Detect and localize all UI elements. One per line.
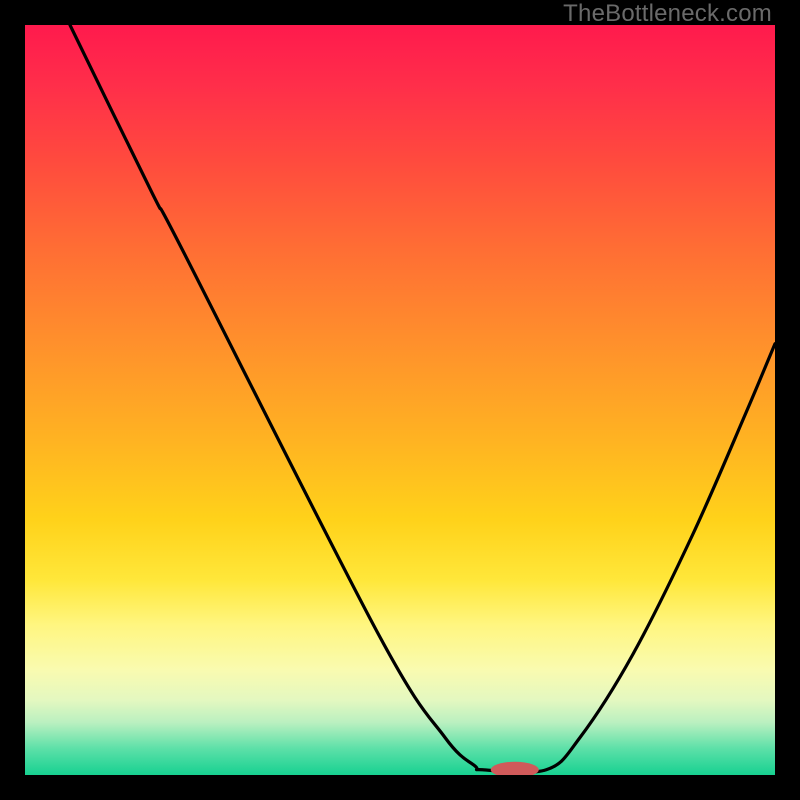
gradient-background	[25, 25, 775, 775]
gradient-chart-svg	[25, 25, 775, 775]
chart-frame: TheBottleneck.com	[0, 0, 800, 800]
plot-area	[25, 25, 775, 775]
watermark-text: TheBottleneck.com	[563, 0, 772, 28]
